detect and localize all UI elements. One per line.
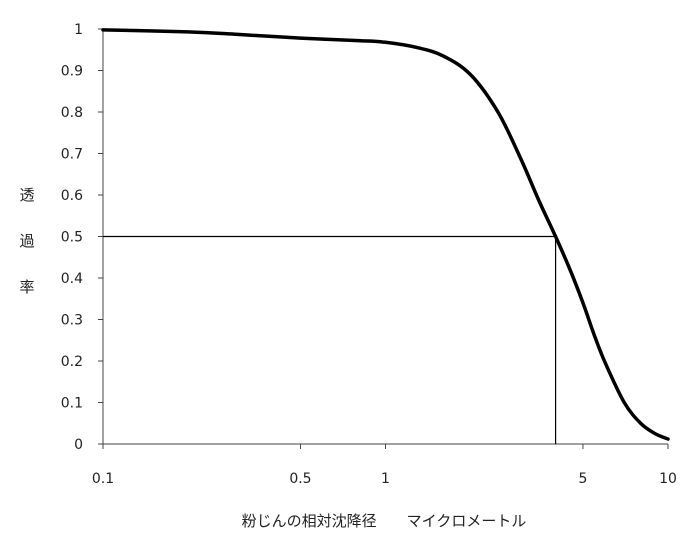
series-group <box>101 28 670 441</box>
y-tick-label: 0.6 <box>61 188 83 204</box>
y-axis-title-char: 過 <box>19 232 34 250</box>
y-axis-title-char: 率 <box>19 278 34 296</box>
axes <box>98 28 669 449</box>
x-tick-label: 0.5 <box>289 471 311 487</box>
y-tick-label: 0 <box>74 437 83 453</box>
series-line-0 <box>101 28 670 441</box>
y-tick-labels: 0 0.1 0.2 0.3 0.4 0.5 0.6 0.7 0.8 0.9 1 <box>61 22 83 453</box>
y-tick-label: 0.3 <box>61 313 83 329</box>
y-tick-label: 0.8 <box>61 105 83 121</box>
y-tick-label: 0.5 <box>61 230 83 246</box>
y-tick-label: 0.9 <box>61 64 83 80</box>
reference-lines <box>103 235 557 444</box>
x-tick-label: 1 <box>381 471 390 487</box>
y-tick-label: 0.1 <box>61 396 83 412</box>
x-axis-title: 粉じんの相対沈降径 マイクロメートル <box>242 512 527 530</box>
x-tick-label: 0.1 <box>92 471 114 487</box>
y-tick-label: 0.7 <box>61 147 83 163</box>
x-tick-label: 5 <box>578 471 587 487</box>
y-tick-label: 0.4 <box>61 271 83 287</box>
y-tick-label: 1 <box>74 22 83 38</box>
y-tick-label: 0.2 <box>61 354 83 370</box>
x-tick-label: 10 <box>659 471 677 487</box>
y-axis-title-char: 透 <box>19 186 34 204</box>
y-axis-title: 透過率 <box>19 186 34 296</box>
x-tick-labels: 0.1 0.5 1 5 10 <box>92 471 677 487</box>
